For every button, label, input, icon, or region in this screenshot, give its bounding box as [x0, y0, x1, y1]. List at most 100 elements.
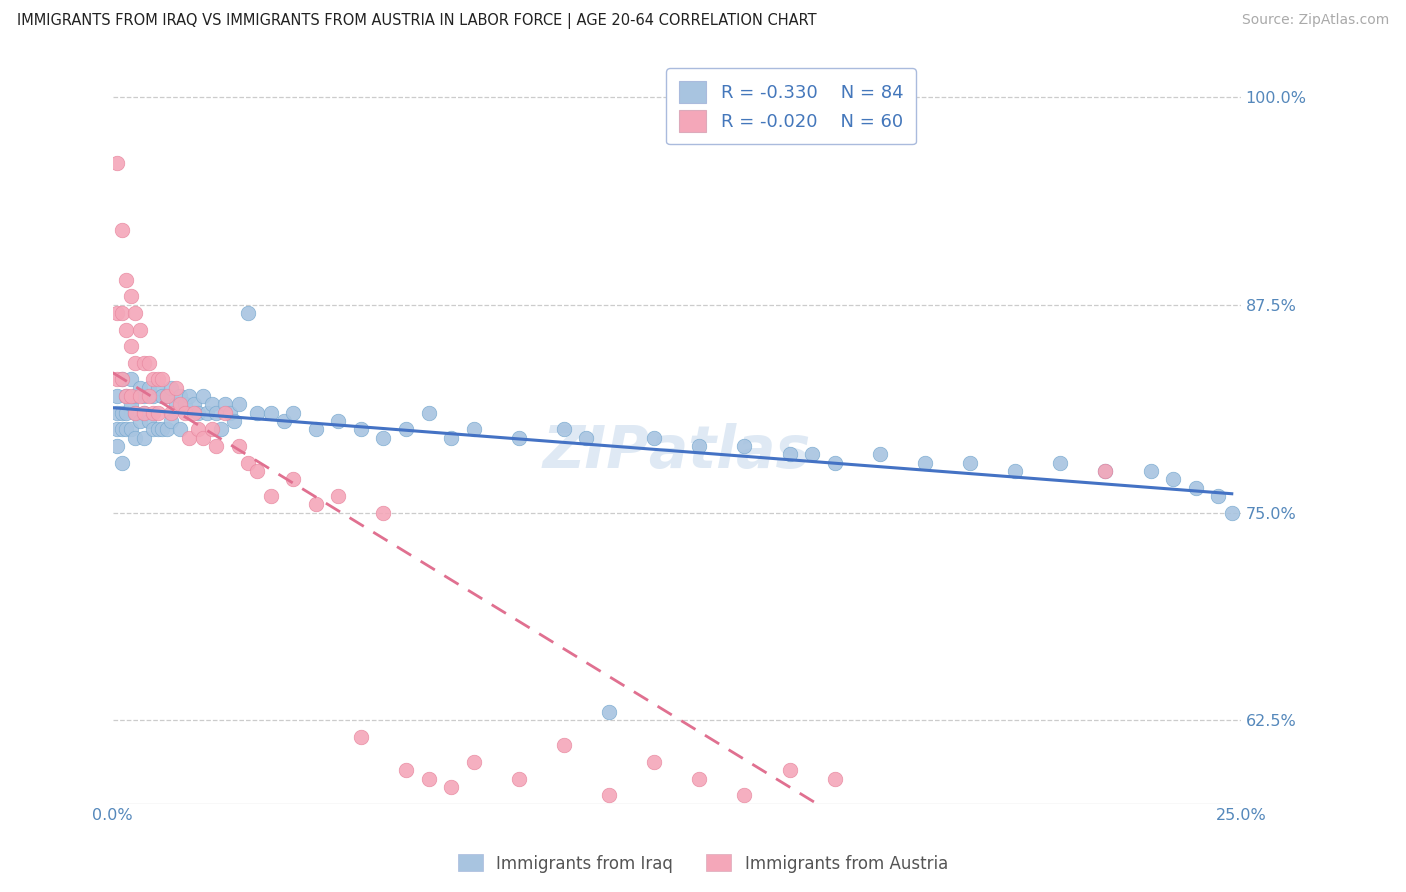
- Text: Source: ZipAtlas.com: Source: ZipAtlas.com: [1241, 13, 1389, 28]
- Point: [134, 406, 156, 420]
- Point: [120, 372, 142, 386]
- Point: [138, 381, 160, 395]
- Point: [224, 414, 246, 428]
- Point: [115, 273, 138, 287]
- Point: [1161, 472, 1184, 486]
- Point: [111, 406, 134, 420]
- Point: [209, 422, 232, 436]
- Point: [142, 372, 165, 386]
- Point: [236, 456, 259, 470]
- Point: [463, 422, 485, 436]
- Point: [575, 431, 598, 445]
- Point: [246, 406, 269, 420]
- Point: [150, 389, 173, 403]
- Point: [305, 422, 328, 436]
- Point: [187, 422, 209, 436]
- Point: [138, 356, 160, 370]
- Point: [105, 406, 128, 420]
- Point: [273, 414, 295, 428]
- Point: [688, 439, 710, 453]
- Point: [688, 772, 710, 786]
- Point: [169, 389, 191, 403]
- Point: [201, 422, 224, 436]
- Point: [350, 422, 373, 436]
- Point: [598, 789, 620, 803]
- Point: [156, 422, 179, 436]
- Point: [643, 431, 665, 445]
- Point: [105, 306, 128, 320]
- Point: [165, 381, 187, 395]
- Point: [440, 780, 463, 794]
- Point: [418, 772, 440, 786]
- Point: [120, 422, 142, 436]
- Point: [169, 422, 191, 436]
- Point: [115, 389, 138, 403]
- Point: [219, 406, 242, 420]
- Point: [105, 439, 128, 453]
- Point: [124, 406, 146, 420]
- Point: [111, 306, 134, 320]
- Point: [124, 431, 146, 445]
- Point: [134, 431, 156, 445]
- Point: [128, 381, 150, 395]
- Point: [173, 406, 195, 420]
- Point: [1004, 464, 1026, 478]
- Point: [142, 406, 165, 420]
- Point: [173, 397, 195, 411]
- Point: [281, 472, 304, 486]
- Point: [183, 397, 205, 411]
- Point: [150, 372, 173, 386]
- Point: [214, 406, 236, 420]
- Point: [150, 422, 173, 436]
- Point: [111, 372, 134, 386]
- Point: [124, 389, 146, 403]
- Point: [328, 414, 350, 428]
- Point: [205, 439, 228, 453]
- Point: [105, 389, 128, 403]
- Point: [134, 389, 156, 403]
- Point: [142, 422, 165, 436]
- Point: [1220, 506, 1243, 520]
- Point: [508, 772, 530, 786]
- Point: [183, 406, 205, 420]
- Point: [115, 389, 138, 403]
- Point: [156, 389, 179, 403]
- Point: [598, 705, 620, 719]
- Point: [142, 389, 165, 403]
- Point: [236, 306, 259, 320]
- Point: [643, 755, 665, 769]
- Point: [160, 414, 183, 428]
- Point: [120, 389, 142, 403]
- Point: [508, 431, 530, 445]
- Point: [1139, 464, 1161, 478]
- Point: [146, 372, 169, 386]
- Point: [869, 447, 891, 461]
- Point: [128, 322, 150, 336]
- Point: [733, 439, 755, 453]
- Point: [111, 456, 134, 470]
- Point: [373, 431, 395, 445]
- Point: [191, 389, 214, 403]
- Point: [179, 389, 201, 403]
- Point: [146, 381, 169, 395]
- Point: [187, 406, 209, 420]
- Point: [463, 755, 485, 769]
- Point: [120, 339, 142, 353]
- Point: [134, 356, 156, 370]
- Point: [228, 397, 250, 411]
- Point: [395, 764, 418, 778]
- Point: [138, 414, 160, 428]
- Point: [350, 730, 373, 744]
- Point: [779, 447, 801, 461]
- Point: [124, 356, 146, 370]
- Point: [156, 389, 179, 403]
- Point: [1094, 464, 1116, 478]
- Point: [281, 406, 304, 420]
- Point: [120, 397, 142, 411]
- Point: [1094, 464, 1116, 478]
- Point: [179, 431, 201, 445]
- Point: [914, 456, 936, 470]
- Point: [246, 464, 269, 478]
- Point: [205, 406, 228, 420]
- Point: [115, 422, 138, 436]
